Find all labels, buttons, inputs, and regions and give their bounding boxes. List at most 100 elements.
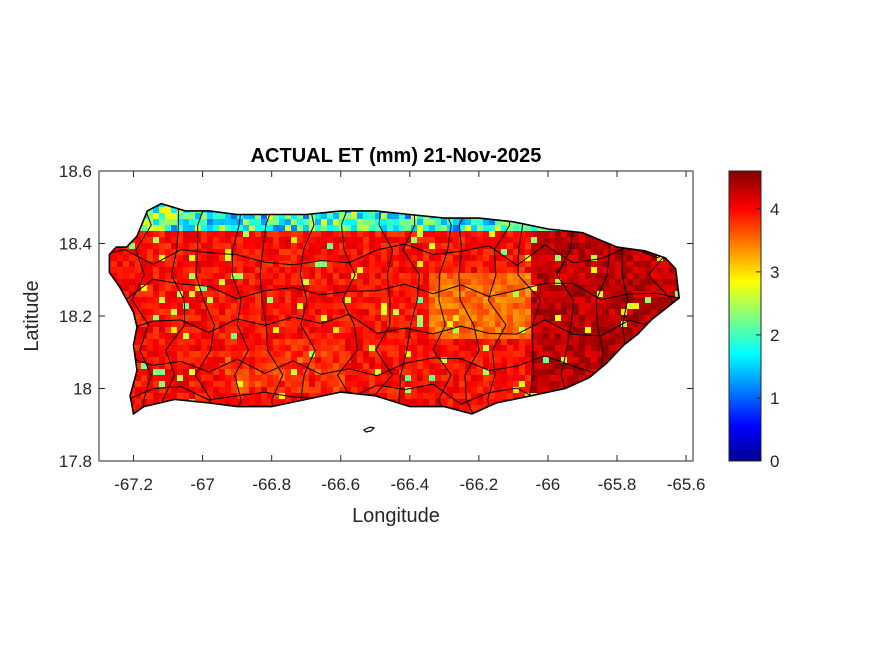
et-cell xyxy=(555,291,562,298)
et-cell xyxy=(183,219,190,226)
et-cell xyxy=(255,339,262,346)
et-cell xyxy=(327,273,334,280)
et-cell xyxy=(495,321,502,328)
et-cell xyxy=(243,345,250,352)
et-cell xyxy=(291,243,298,250)
et-cell xyxy=(159,285,166,292)
et-cell xyxy=(315,237,322,244)
et-cell xyxy=(261,303,268,310)
et-cell xyxy=(441,237,448,244)
et-cell xyxy=(153,255,160,262)
et-cell xyxy=(333,345,340,352)
et-cell xyxy=(153,357,160,364)
et-cell xyxy=(393,291,400,298)
et-cell xyxy=(429,315,436,322)
et-cell xyxy=(153,237,160,244)
et-cell xyxy=(447,363,454,370)
et-cell xyxy=(189,249,196,256)
et-cell xyxy=(321,375,328,382)
et-cell xyxy=(495,363,502,370)
et-cell xyxy=(579,297,586,304)
et-cell xyxy=(351,261,358,268)
et-cell xyxy=(519,363,526,370)
et-cell xyxy=(423,333,430,340)
et-cell xyxy=(183,351,190,358)
et-cell xyxy=(219,303,226,310)
et-cell xyxy=(303,357,310,364)
et-cell xyxy=(255,333,262,340)
et-cell xyxy=(399,267,406,274)
et-cell xyxy=(465,225,472,232)
et-cell xyxy=(501,273,508,280)
et-cell xyxy=(135,303,142,310)
et-cell xyxy=(273,321,280,328)
et-cell xyxy=(501,297,508,304)
et-cell xyxy=(249,327,256,334)
et-cell xyxy=(321,237,328,244)
et-cell xyxy=(393,231,400,238)
et-cell xyxy=(531,231,538,238)
et-cell xyxy=(417,273,424,280)
et-cell xyxy=(417,309,424,316)
et-cell xyxy=(153,381,160,388)
et-cell xyxy=(249,339,256,346)
et-cell xyxy=(591,243,598,250)
et-cell xyxy=(339,333,346,340)
et-cell xyxy=(171,231,178,238)
et-cell xyxy=(405,357,412,364)
et-cell xyxy=(345,303,352,310)
et-cell xyxy=(285,297,292,304)
et-cell xyxy=(543,357,550,364)
et-cell xyxy=(399,231,406,238)
et-cell xyxy=(423,387,430,394)
et-cell xyxy=(207,291,214,298)
et-cell xyxy=(333,387,340,394)
et-cell xyxy=(219,279,226,286)
et-cell xyxy=(109,255,112,262)
et-cell xyxy=(165,225,172,232)
et-cell xyxy=(393,387,400,394)
et-cell xyxy=(399,357,406,364)
et-cell xyxy=(291,267,298,274)
et-cell xyxy=(525,321,532,328)
et-cell xyxy=(519,375,526,382)
et-cell xyxy=(177,255,184,262)
et-cell xyxy=(327,321,334,328)
et-cell xyxy=(567,345,574,352)
et-cell xyxy=(249,249,256,256)
et-cell xyxy=(255,243,262,250)
et-cell xyxy=(483,267,490,274)
et-cell xyxy=(405,399,412,406)
et-cell xyxy=(237,237,244,244)
et-cell xyxy=(633,291,640,298)
et-cell xyxy=(291,249,298,256)
et-cell xyxy=(399,315,406,322)
et-cell xyxy=(531,345,538,352)
et-cell xyxy=(393,381,400,388)
et-cell xyxy=(459,291,466,298)
et-cell xyxy=(339,369,346,376)
et-cell xyxy=(585,261,592,268)
et-cell xyxy=(375,291,382,298)
et-cell xyxy=(537,249,544,256)
et-cell xyxy=(603,309,610,316)
et-cell xyxy=(273,225,280,232)
et-cell xyxy=(453,225,460,232)
et-cell xyxy=(225,399,232,406)
et-cell xyxy=(573,273,580,280)
et-cell xyxy=(321,363,328,370)
et-cell xyxy=(261,381,268,388)
et-cell xyxy=(147,225,154,232)
et-cell xyxy=(351,339,358,346)
et-cell xyxy=(573,303,580,310)
et-cell xyxy=(495,309,502,316)
et-cell xyxy=(399,237,406,244)
et-cell xyxy=(579,237,586,244)
et-cell xyxy=(357,213,364,220)
et-cell xyxy=(471,387,478,394)
et-cell xyxy=(339,285,346,292)
et-cell xyxy=(231,213,238,220)
et-cell xyxy=(147,345,154,352)
et-cell xyxy=(375,369,382,376)
